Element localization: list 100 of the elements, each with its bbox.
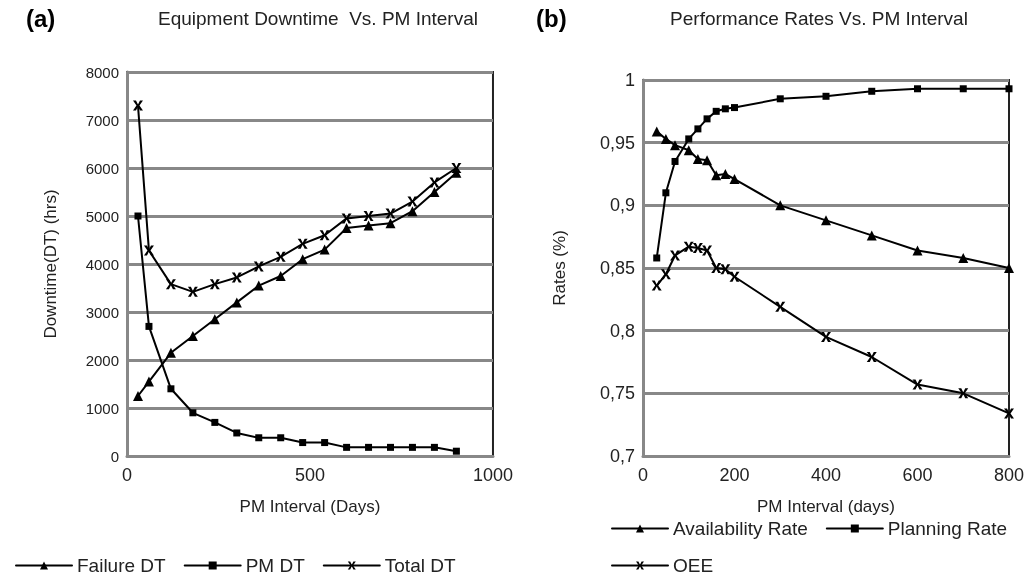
point xyxy=(775,301,786,312)
point xyxy=(408,443,416,451)
point xyxy=(670,250,681,261)
point xyxy=(211,418,219,426)
point xyxy=(343,443,351,451)
point xyxy=(660,133,671,144)
point xyxy=(407,196,418,207)
y-tick-label: 8000 xyxy=(85,63,119,81)
y-tick-label: 5000 xyxy=(85,207,119,225)
point xyxy=(671,157,679,165)
point xyxy=(662,189,670,197)
point xyxy=(712,107,720,115)
x-tick-label: 400 xyxy=(810,465,842,485)
point xyxy=(958,388,969,399)
point xyxy=(821,215,831,226)
point xyxy=(187,331,198,341)
x-tick-label: 800 xyxy=(993,465,1025,485)
point xyxy=(231,272,242,283)
y-tick-label: 7000 xyxy=(85,111,119,129)
point xyxy=(253,280,264,291)
y-axis-title: Rates (%) xyxy=(550,230,569,306)
point xyxy=(233,429,241,437)
chart-title: Performance Rates Vs. PM Interval xyxy=(670,8,968,29)
point xyxy=(866,351,877,362)
point xyxy=(702,245,713,256)
point xyxy=(385,208,396,219)
point xyxy=(297,238,308,249)
point xyxy=(703,115,711,123)
x-tick-label: 0 xyxy=(637,465,649,485)
point xyxy=(651,280,662,291)
point xyxy=(1005,85,1013,93)
point xyxy=(143,245,154,256)
point xyxy=(319,244,330,255)
y-tick-label: 6000 xyxy=(85,159,119,177)
x-axis-title: PM Interval (Days) xyxy=(239,497,381,516)
point xyxy=(145,322,153,330)
point xyxy=(275,251,286,262)
point xyxy=(711,263,722,273)
point xyxy=(685,135,693,143)
point xyxy=(132,391,143,401)
y-axis-title: Downtime(DT) (hrs) xyxy=(41,189,60,339)
point xyxy=(319,230,330,241)
point xyxy=(430,443,438,451)
point xyxy=(683,241,694,252)
x-tick-label: 600 xyxy=(902,465,933,485)
point xyxy=(692,153,703,164)
y-tick-label: 0 xyxy=(110,447,119,465)
x-tick-label: 200 xyxy=(719,465,750,485)
point xyxy=(341,213,352,224)
point xyxy=(132,100,143,111)
x-tick-label: 1000 xyxy=(472,465,513,485)
point xyxy=(277,434,285,442)
point xyxy=(914,85,921,93)
legend-label: Failure DT xyxy=(77,555,167,576)
x-axis-title: PM Interval (days) xyxy=(757,497,895,516)
point xyxy=(912,245,923,256)
point xyxy=(363,220,374,231)
y-tick-label: 1000 xyxy=(85,399,119,417)
legend-label: Total DT xyxy=(384,555,456,576)
point xyxy=(209,314,220,325)
point xyxy=(341,223,352,233)
legend-label: OEE xyxy=(673,555,714,576)
point xyxy=(660,269,671,280)
point xyxy=(868,87,876,95)
legend-label: Availability Rate xyxy=(673,518,808,539)
point xyxy=(702,155,713,166)
point xyxy=(692,242,703,253)
point xyxy=(653,254,661,262)
point xyxy=(711,170,722,181)
point xyxy=(321,439,329,447)
point xyxy=(731,104,738,112)
y-tick-label: 2000 xyxy=(85,351,119,369)
point xyxy=(694,125,702,133)
point xyxy=(385,218,396,229)
point xyxy=(429,187,440,197)
legend-label: PM DT xyxy=(245,555,306,576)
y-tick-label: 0,75 xyxy=(599,383,635,404)
point xyxy=(775,200,786,211)
point xyxy=(721,105,729,113)
point xyxy=(167,385,175,393)
point xyxy=(407,206,418,217)
point xyxy=(720,264,731,275)
point xyxy=(651,126,662,137)
point xyxy=(821,331,831,342)
y-tick-label: 0,9 xyxy=(609,195,635,216)
point xyxy=(1004,263,1014,273)
point xyxy=(959,85,967,93)
point xyxy=(729,271,740,282)
point xyxy=(670,140,681,151)
text: (a) xyxy=(26,4,56,32)
y-tick-label: 0,8 xyxy=(609,320,635,341)
point xyxy=(683,145,694,156)
point xyxy=(297,254,308,265)
point xyxy=(253,261,264,272)
point xyxy=(189,409,197,417)
y-tick-label: 0,95 xyxy=(599,132,635,153)
point xyxy=(912,379,923,390)
point xyxy=(452,447,460,455)
point xyxy=(822,92,830,100)
point xyxy=(134,212,142,220)
